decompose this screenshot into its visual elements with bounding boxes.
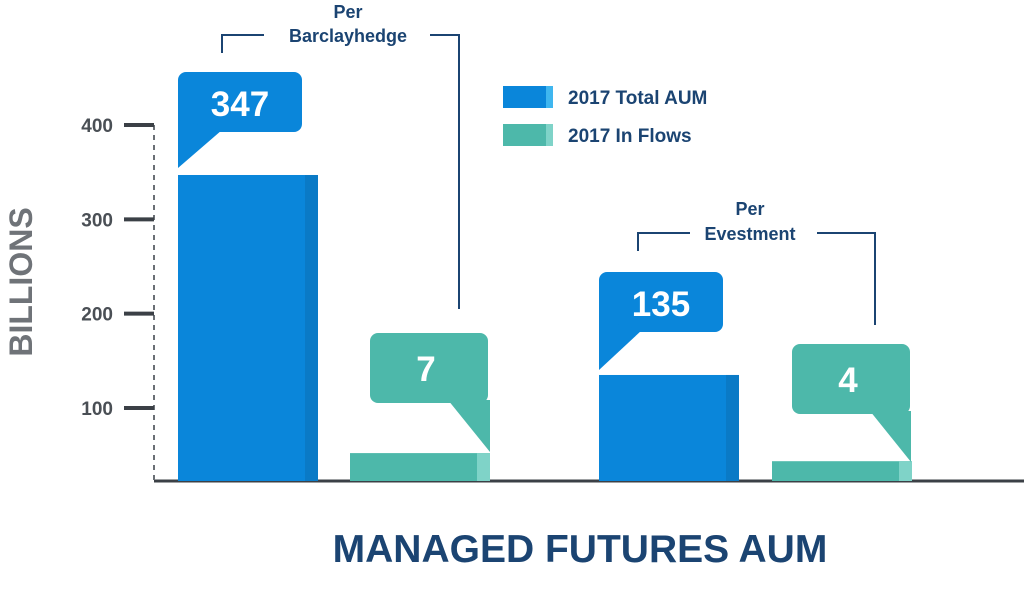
source-bracket-left bbox=[221, 34, 264, 53]
bar-total-aum-shade bbox=[305, 174, 318, 481]
y-tick-label: 300 bbox=[81, 210, 113, 231]
bar-in-flows bbox=[772, 461, 912, 481]
y-tick-label: 200 bbox=[81, 305, 113, 326]
callout-total-aum-value: 347 bbox=[211, 85, 269, 124]
callout-in-flows-tail bbox=[448, 400, 490, 452]
chart-title: MANAGED FUTURES AUM bbox=[333, 528, 828, 571]
legend-label: 2017 In Flows bbox=[568, 126, 692, 147]
source-label-line2: Evestment bbox=[704, 224, 795, 244]
legend-swatch bbox=[503, 124, 553, 146]
source-bracket-right bbox=[430, 34, 460, 309]
callout-total-aum bbox=[599, 272, 723, 332]
chart-marks: 100 200 300 400 347 135 7 4 Per Barclayhedge Per Ev… bbox=[81, 2, 1024, 483]
callout-total-aum bbox=[178, 72, 302, 132]
callout-in-flows bbox=[792, 344, 910, 414]
callout-in-flows-value: 7 bbox=[416, 350, 435, 389]
callout-in-flows-tail bbox=[870, 411, 911, 462]
callout-total-aum-value: 135 bbox=[632, 285, 690, 324]
source-label-line1: Per bbox=[735, 199, 764, 219]
source-label-line1: Per bbox=[333, 2, 362, 22]
bar-in-flows bbox=[350, 453, 490, 481]
bar-total-aum-shade bbox=[726, 374, 739, 481]
callout-in-flows bbox=[370, 333, 488, 403]
y-tick-label: 100 bbox=[81, 399, 113, 420]
bar-total-aum bbox=[178, 174, 318, 481]
callout-in-flows-value: 4 bbox=[838, 361, 858, 400]
callout-total-aum-tail bbox=[599, 320, 642, 370]
bar-total-aum bbox=[599, 374, 739, 481]
bar-in-flows-highlight bbox=[477, 453, 490, 481]
source-bracket-right bbox=[817, 232, 876, 325]
legend-label: 2017 Total AUM bbox=[568, 88, 707, 109]
legend-swatch-highlight bbox=[546, 86, 553, 108]
legend-swatch-highlight bbox=[546, 124, 553, 146]
callout-total-aum-tail bbox=[178, 120, 222, 168]
source-label-line2: Barclayhedge bbox=[289, 26, 407, 46]
bar-in-flows-highlight bbox=[899, 461, 912, 481]
legend-swatch bbox=[503, 86, 553, 108]
y-tick-label: 400 bbox=[81, 116, 113, 137]
source-bracket-left bbox=[637, 232, 690, 251]
y-axis-title: BILLIONS bbox=[3, 207, 39, 356]
